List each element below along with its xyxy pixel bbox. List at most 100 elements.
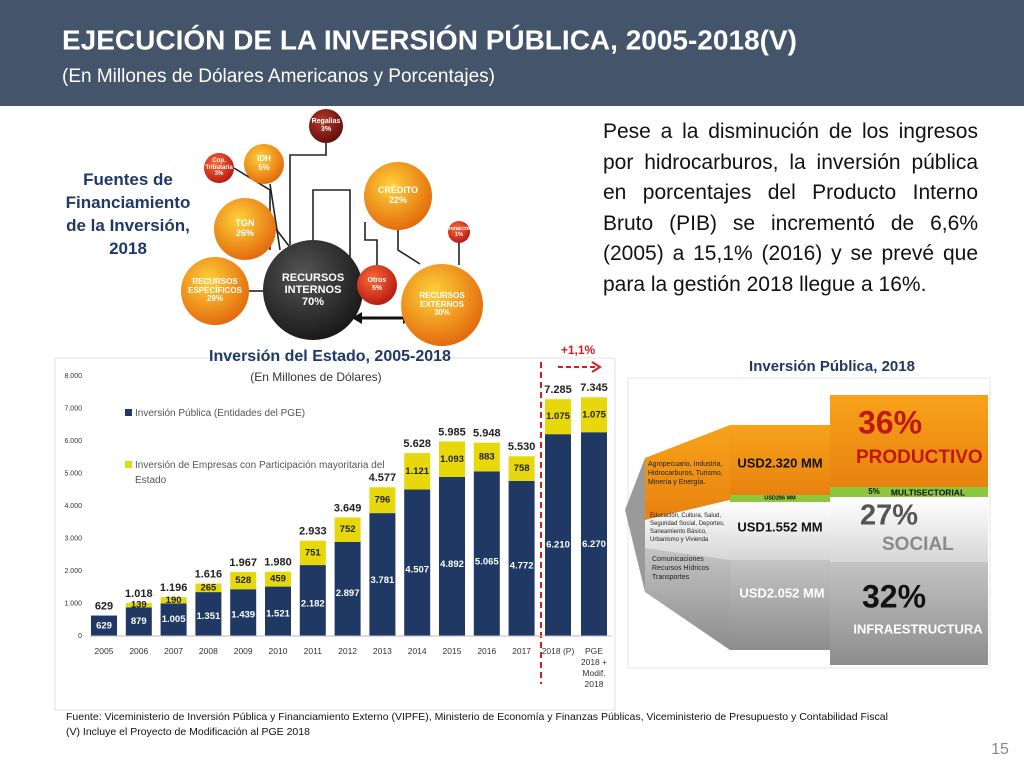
bar-value-label: 1.075 — [546, 411, 570, 422]
bar-value-label: 629 — [96, 620, 112, 631]
bar-value-label: 4.772 — [510, 561, 534, 572]
source-bubble — [204, 153, 234, 183]
bar-segment — [369, 487, 396, 514]
sector-description: Agropecuario, Industria, Hidrocarburos, … — [648, 461, 723, 486]
x-tick-label: 2008 — [198, 646, 218, 656]
source-bubble — [214, 198, 276, 260]
bar-segment — [91, 615, 117, 636]
diagram-link — [289, 143, 327, 245]
y-tick-label: 2.000 — [64, 568, 82, 575]
sector-amount: USD286 MM — [764, 495, 796, 501]
sources-title: Fuentes de Financiamiento de la Inversió… — [65, 170, 191, 258]
sector-description: Comunicaciones Recursos Hídricos Transpo… — [652, 556, 710, 581]
bar-total-label: 5.985 — [438, 426, 466, 438]
bar-value-label: 6.210 — [546, 540, 570, 551]
bar-value-label: 4.892 — [440, 559, 464, 570]
source-bubble-text: Cop. Tributaria 3% — [204, 153, 234, 183]
source-share: 3% — [320, 126, 332, 133]
bar-value-label: 139 — [131, 600, 147, 611]
bar-value-label: 1.093 — [440, 454, 464, 465]
bar-value-label: 2.182 — [301, 599, 325, 610]
source-label: IDH — [257, 154, 271, 164]
sector-block — [830, 562, 988, 665]
x-tick-label: 2012 — [338, 646, 358, 656]
y-tick-label: 4.000 — [64, 503, 82, 510]
bar-value-label: 752 — [340, 524, 356, 535]
sector-chart-title: Inversión Pública, 2018 — [749, 358, 915, 375]
bar-segment — [230, 572, 257, 590]
bar-segment — [160, 603, 187, 636]
x-tick-label: 2018 (P) — [541, 646, 575, 656]
source-bubble-text: CRÉDITO 22% — [364, 162, 432, 230]
chart-subtitle: (En Millones de Dólares) — [250, 370, 381, 384]
bar-value-label: 1.005 — [162, 614, 186, 625]
legend-label: Inversión Pública (Entidades del PGE) — [135, 408, 306, 419]
sector-share: 36% — [858, 404, 922, 440]
bar-segment — [473, 442, 500, 472]
bar-segment — [439, 441, 465, 478]
sector-block — [730, 560, 830, 650]
x-tick-label: 2005 — [94, 646, 114, 656]
bar-segment — [334, 541, 361, 636]
diagram-link — [364, 222, 378, 265]
source-bubble-text: RECURSOS INTERNOS 70% — [263, 240, 363, 340]
sector-left-face — [645, 500, 730, 560]
sector-block — [830, 395, 988, 487]
bar-value-label: 751 — [305, 547, 322, 558]
bar-segment — [334, 517, 361, 542]
source-bubble-text: RECURSOS ESPECÍFICOS 29% — [181, 257, 249, 325]
footer-source: Fuente: Viceministerio de Inversión Públ… — [66, 711, 888, 723]
source-bubble-text: Regalías 3% — [309, 109, 343, 143]
bar-segment — [160, 597, 187, 604]
source-label: TGN — [235, 218, 255, 229]
bar-segment — [508, 456, 535, 481]
sector-description: Educación, Cultura, Salud, Seguridad Soc… — [650, 513, 725, 543]
sector-name: SOCIAL — [882, 534, 954, 555]
x-tick-label: 2010 — [268, 646, 288, 656]
bar-total-label: 7.345 — [580, 382, 608, 394]
diagram-link — [312, 189, 351, 258]
bar-segment — [195, 583, 222, 593]
bar-segment — [581, 432, 607, 636]
source-share: 70% — [301, 296, 325, 309]
bar-total-label: 3.649 — [334, 502, 362, 514]
bar-value-label: 528 — [235, 575, 251, 586]
source-share: 5% — [371, 285, 383, 292]
x-tick-label: 2006 — [129, 646, 149, 656]
bar-value-label: 879 — [131, 616, 147, 627]
bar-segment — [404, 489, 431, 636]
source-bubble-text: Otros 5% — [357, 265, 397, 305]
bar-segment — [369, 513, 396, 636]
paragraph: Pese a la disminución de los ingresos po… — [603, 120, 978, 296]
x-tick-label: 2013 — [372, 646, 392, 656]
bar-segment — [581, 397, 607, 433]
slide-subtitle: (En Millones de Dólares Americanos y Por… — [62, 66, 495, 87]
bar-total-label: 1.018 — [125, 588, 153, 600]
bar-segment — [125, 602, 152, 608]
sector-block — [730, 495, 830, 502]
bar-value-label: 3.781 — [371, 575, 395, 586]
bar-value-label: 1.521 — [266, 608, 290, 619]
bar-value-label: 5.065 — [475, 556, 499, 567]
source-bubble — [401, 264, 483, 346]
bar-total-label: 629 — [95, 600, 113, 612]
source-bubble — [357, 265, 397, 305]
bar-total-label: 1.967 — [229, 557, 257, 569]
sector-left-edge — [625, 458, 645, 592]
bar-total-label: 2.933 — [299, 526, 327, 538]
bar-value-label: 796 — [374, 495, 390, 506]
x-tick-label: 2011 — [303, 646, 322, 656]
bar-value-label: 1.121 — [405, 466, 429, 477]
bar-value-label: 190 — [166, 595, 182, 606]
y-tick-label: 8.000 — [64, 373, 82, 380]
source-bubble — [263, 240, 363, 340]
source-bubble — [244, 144, 284, 184]
bar-segment — [299, 565, 326, 636]
y-tick-label: 0 — [78, 633, 82, 640]
sector-share: 32% — [862, 578, 926, 614]
source-bubble — [181, 257, 249, 325]
bar-value-label: 2.897 — [336, 588, 360, 599]
bar-segment — [508, 480, 535, 636]
bar-segment — [473, 471, 500, 636]
sector-left-face — [645, 548, 730, 650]
